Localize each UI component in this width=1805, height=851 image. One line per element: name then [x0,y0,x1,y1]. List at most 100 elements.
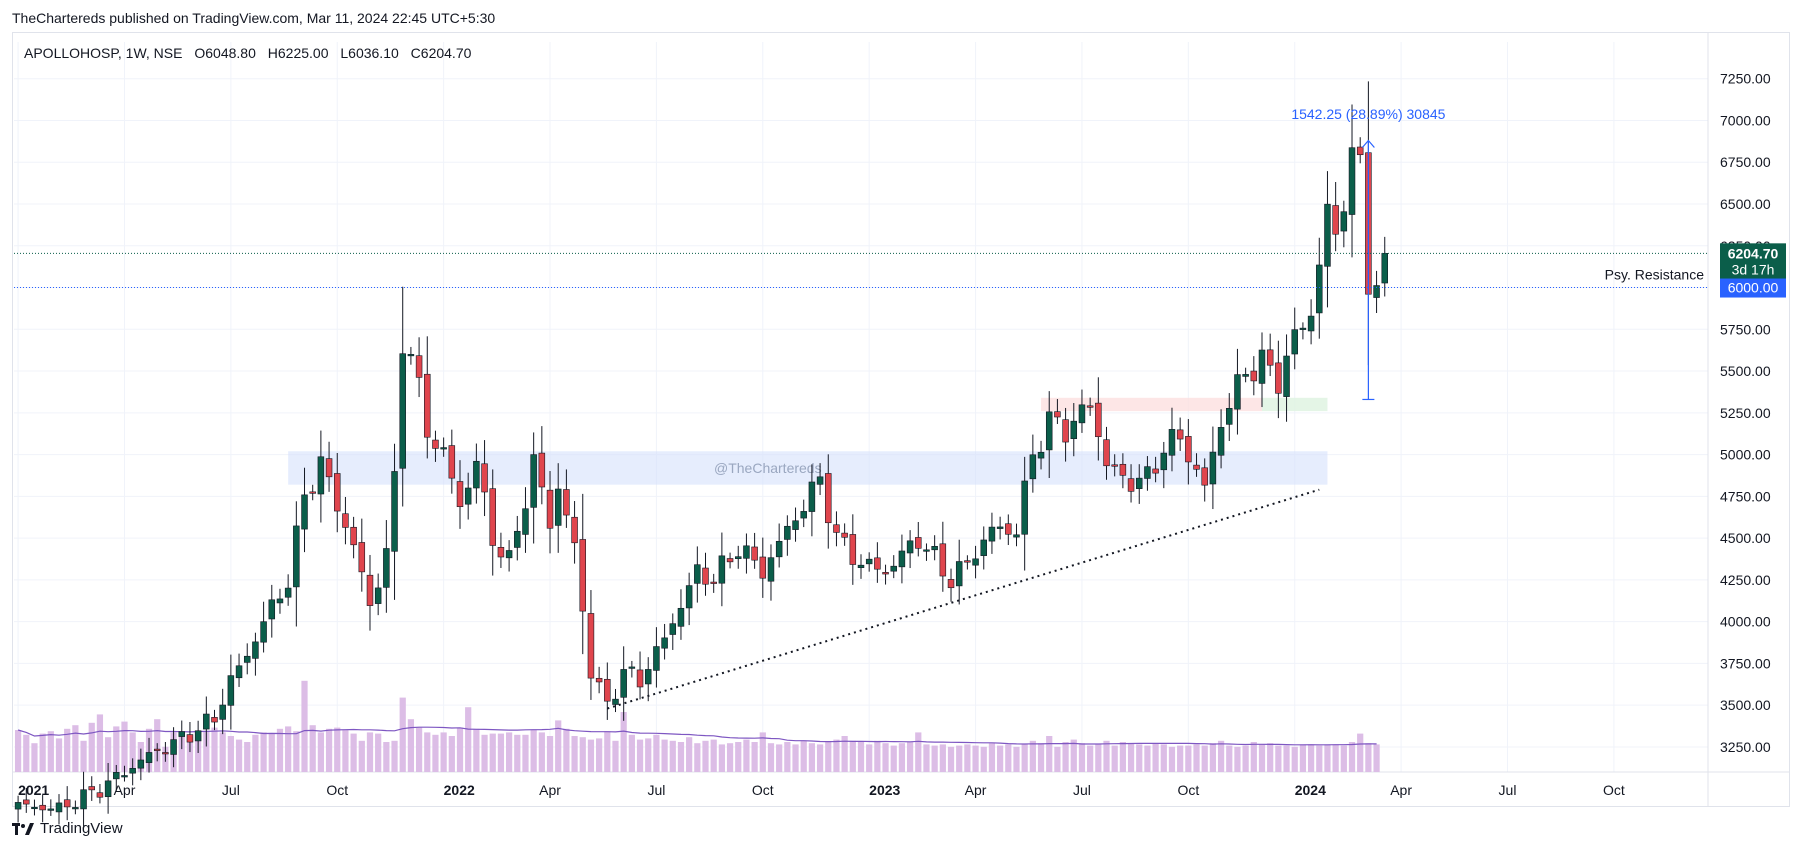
volume-bar [399,697,406,772]
volume-bar [465,707,472,772]
volume-bar [432,734,439,772]
candle-up [276,598,284,604]
candle-up [955,561,963,587]
countdown-label: 3d 17h [1732,261,1775,277]
volume-bar [1340,745,1347,772]
x-tick-label: Jul [1499,782,1517,798]
candle-up [170,739,177,755]
candle-up [47,808,55,811]
measure-arrow-head [1361,139,1375,148]
x-tick-label: Apr [1390,782,1412,798]
volume-bar [129,732,136,772]
volume-bar [1357,733,1364,772]
volume-bar [1136,744,1143,772]
candle-up [1291,329,1298,355]
volume-bar [489,733,496,772]
volume-bar [375,733,382,772]
measure-label: 1542.25 (28.89%) 30845 [1291,106,1445,122]
volume-bar [285,726,292,772]
last-price-value: 6204.70 [1728,245,1779,261]
candle-up [1242,374,1249,377]
candle-up [628,666,636,669]
volume-bar [1095,744,1102,772]
y-tick-label: 5750.00 [1720,321,1771,337]
volume-bar [620,712,627,772]
volume-bar [890,745,897,772]
volume-bar [686,737,693,772]
legend-high: H6225.00 [267,45,329,61]
candle-up [1324,203,1331,267]
footer-brand[interactable]: TradingView [12,820,123,837]
candle-up [374,587,382,604]
chart-frame [12,32,1790,807]
candle-up [653,646,660,671]
y-tick-label: 4250.00 [1720,572,1771,588]
volume-bar [866,744,873,772]
candle-up [1209,451,1217,485]
candle-up [391,471,398,552]
candle-down [325,458,333,478]
volume-bar [1037,743,1045,772]
candle-up [865,558,873,565]
candle-down [448,445,456,479]
volume-bar [186,737,194,772]
candle-up [980,539,987,556]
volume-bar [227,736,234,772]
volume-bar [726,743,734,772]
candle-up [996,526,1004,529]
y-tick-label: 5250.00 [1720,405,1771,421]
volume-bar [334,727,341,772]
volume-bar [661,739,668,772]
volume-bar [276,728,284,772]
candle-down [1266,349,1274,366]
volume-bar [997,745,1004,772]
volume-bar [1316,745,1323,772]
candle-down [1103,439,1110,467]
candle-down [1176,429,1184,440]
volume-bar [882,743,889,772]
candle-up [767,557,775,582]
volume-bar [1275,745,1282,772]
volume-bar [915,732,922,772]
candle-down [587,613,595,679]
x-tick-label: Oct [752,782,774,798]
candle-down [162,752,169,755]
volume-bar [792,744,799,772]
candle-up [219,704,226,720]
candle-down [415,355,423,378]
volume-bar [587,739,595,772]
volume-bar [874,740,881,772]
volume-bar [440,732,447,772]
volume-bar [784,742,791,772]
volume-bar [579,737,586,772]
candle-down [710,581,717,584]
candle-up [1078,404,1086,424]
volume-bar [849,740,856,772]
candle-down [595,677,603,683]
volume-bar [424,732,431,772]
candle-up [145,752,153,763]
candle-down [604,678,611,702]
publisher-line: TheChartereds published on TradingView.c… [12,10,496,26]
volume-bar [1250,742,1257,772]
volume-bar [555,720,562,772]
candle-down [39,804,46,811]
candle-up [178,731,186,737]
candle-up [137,759,145,769]
volume-bar [735,742,742,772]
candle-down [947,579,955,589]
candle-up [685,585,693,609]
candle-up [55,802,63,813]
volume-bar [612,740,619,772]
volume-bar [751,742,758,772]
candle-up [988,526,996,542]
y-tick-label: 3500.00 [1720,697,1771,713]
volume-bar [96,714,104,772]
candle-up [194,730,202,742]
candle-down [1332,205,1339,235]
candle-up [473,460,480,489]
volume-bar [366,732,374,772]
tradingview-logo-icon [12,822,34,835]
candle-down [342,513,349,528]
